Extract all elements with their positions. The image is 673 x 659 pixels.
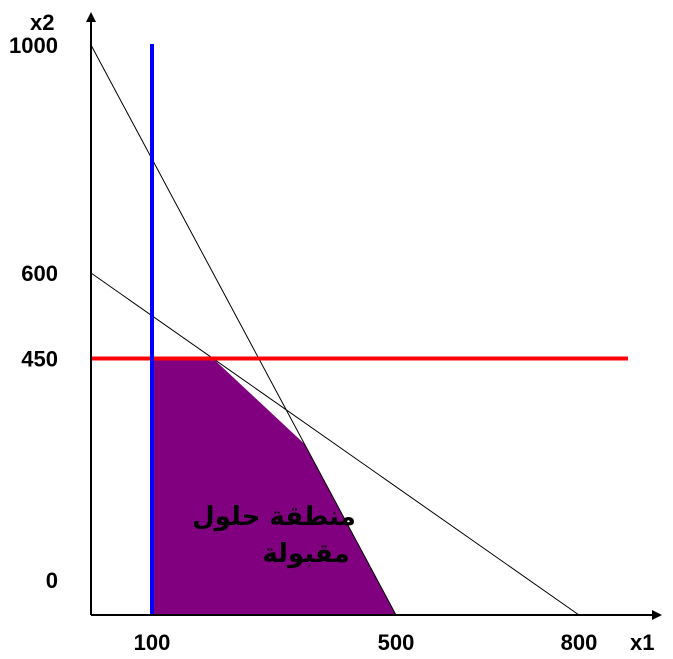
feasible-region-label-line2: مقبولة [262,539,349,569]
y-tick-label: 1000 [9,33,58,58]
x-tick-label: 500 [378,630,415,655]
y-axis-label: x2 [30,10,54,35]
constraint-line-c1 [90,44,397,616]
x-tick-label: 800 [561,630,598,655]
y-tick-label: 600 [21,261,58,286]
feasible-region [152,358,396,615]
feasible-region-label-line1: منطقة حلول [192,502,356,532]
y-tick-label: 0 [46,568,58,593]
y-tick-label: 450 [21,347,58,372]
constraint-line-c2 [90,272,580,616]
x-tick-label: 100 [134,630,171,655]
x-axis-label: x1 [630,630,654,655]
